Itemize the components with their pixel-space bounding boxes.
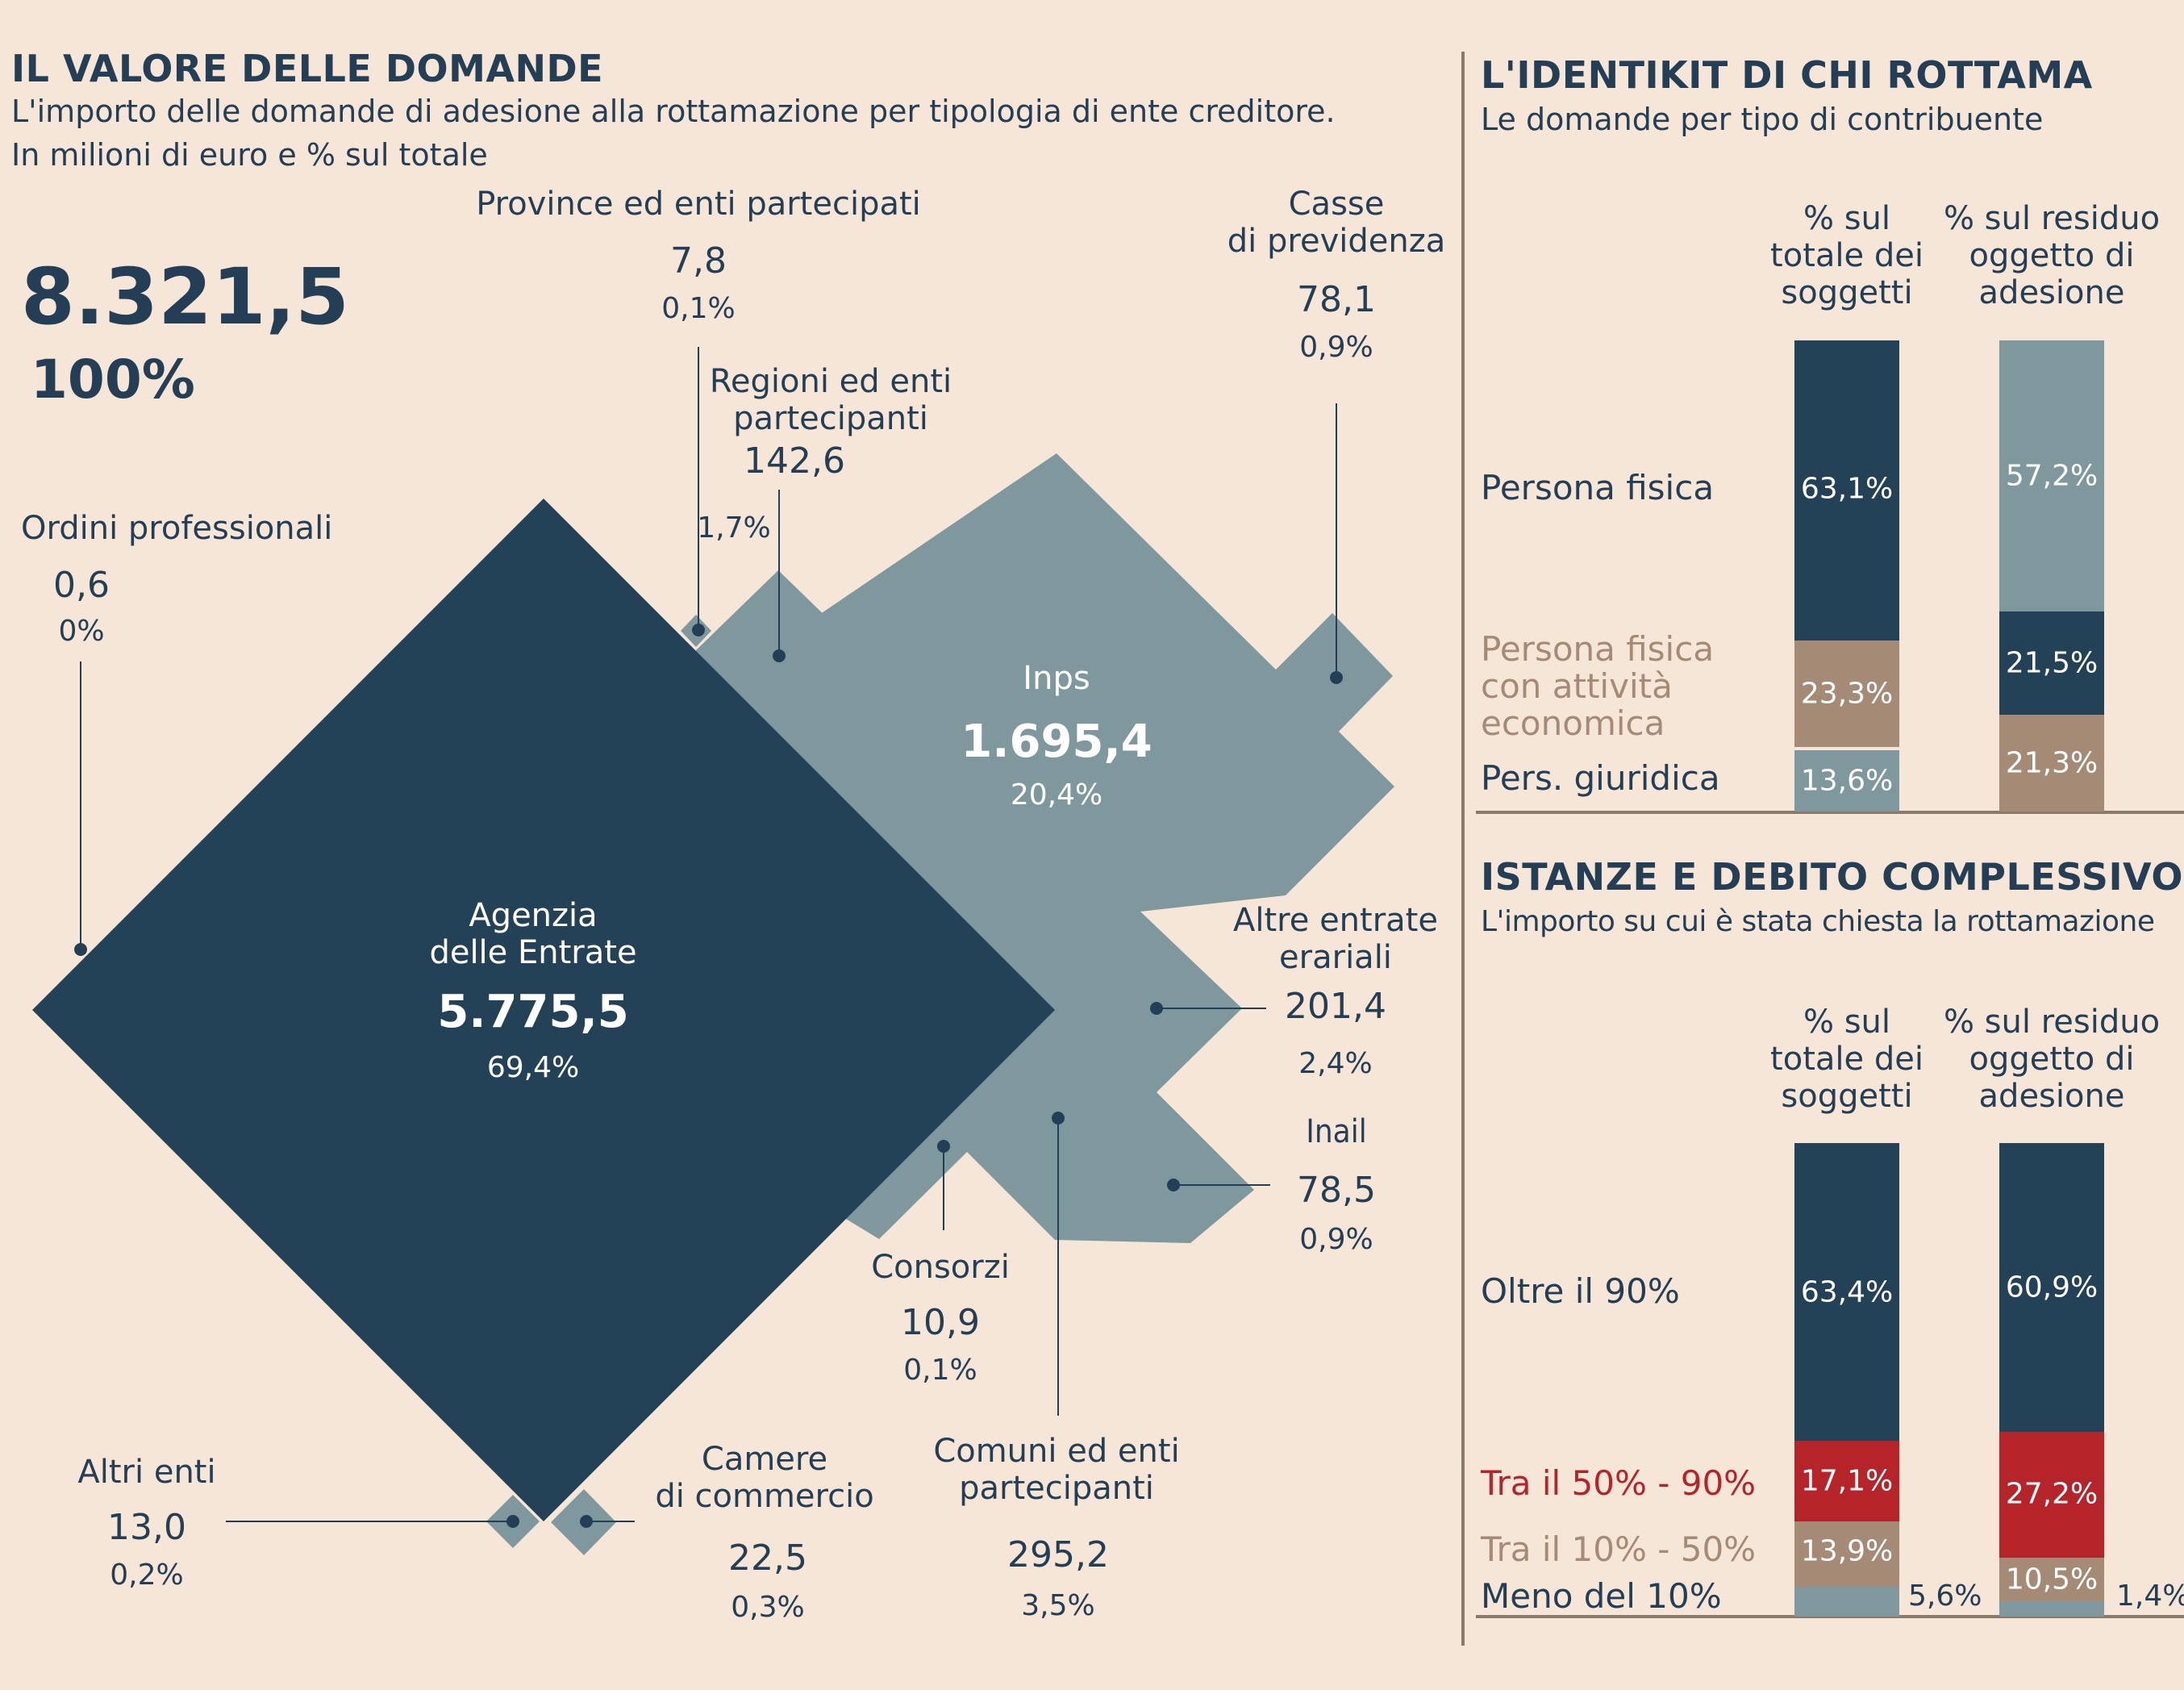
rt-bar1-seg-giuridica bbox=[1794, 750, 1899, 812]
camere-value: 22,5 bbox=[728, 1538, 807, 1579]
dot-altre-entrate bbox=[1150, 1002, 1163, 1015]
rb-bar1-label-4: 5,6% bbox=[1908, 1579, 1982, 1613]
dot-consorzi bbox=[937, 1140, 950, 1153]
dot-casse bbox=[1330, 671, 1343, 684]
left-subtitle-2: In milioni di euro e % sul totale bbox=[11, 137, 488, 173]
rb-bar1-label-2: 17,1% bbox=[1800, 1464, 1894, 1498]
rb-bar1-seg-10-50 bbox=[1794, 1521, 1899, 1587]
dot-regioni bbox=[773, 649, 786, 662]
altri-enti-value: 13,0 bbox=[107, 1507, 186, 1548]
right-bottom-subtitle: L'importo su cui è stata chiesta la rott… bbox=[1481, 905, 2155, 938]
right-top-title: L'IDENTIKIT DI CHI ROTTAMA bbox=[1481, 53, 2093, 97]
rb-bar2-seg-10-50 bbox=[1999, 1558, 2104, 1601]
rb-bar2-label-4: 1,4% bbox=[2116, 1579, 2184, 1613]
rt-bar2-seg-giuridica bbox=[1999, 611, 2104, 715]
rt-row-pers-giuridica: Pers. giuridica bbox=[1481, 758, 1720, 798]
consorzi-label: Consorzi bbox=[871, 1249, 1010, 1286]
rt-bar2-label-1: 57,2% bbox=[2005, 459, 2099, 493]
inail-label: Inail bbox=[1306, 1113, 1367, 1150]
province-label: Province ed enti partecipati bbox=[476, 186, 921, 223]
dot-comuni bbox=[1052, 1112, 1065, 1125]
rt-col1-header: % sul totale dei soggetti bbox=[1770, 200, 1924, 311]
dot-inail bbox=[1167, 1179, 1180, 1191]
agenzia-value: 5.775,5 bbox=[437, 986, 629, 1038]
rb-row-50-90: Tra il 50% - 90% bbox=[1481, 1463, 1757, 1503]
inps-value: 1.695,4 bbox=[961, 716, 1152, 768]
treemap-svg bbox=[32, 347, 1394, 1555]
altre-entrate-pct: 2,4% bbox=[1298, 1047, 1373, 1080]
horizontal-divider-top bbox=[1476, 811, 2184, 814]
rb-row-10-50: Tra il 10% - 50% bbox=[1481, 1529, 1757, 1569]
rb-row-oltre-90: Oltre il 90% bbox=[1481, 1271, 1680, 1311]
camere-pct: 0,3% bbox=[731, 1591, 805, 1624]
total-pct: 100% bbox=[31, 348, 195, 411]
rt-bar2-label-2: 21,3% bbox=[2005, 746, 2099, 780]
total-value: 8.321,5 bbox=[21, 252, 349, 342]
consorzi-pct: 0,1% bbox=[903, 1354, 977, 1387]
rb-row-meno-10: Meno del 10% bbox=[1481, 1576, 1722, 1616]
right-bottom-title: ISTANZE E DEBITO COMPLESSIVO bbox=[1481, 855, 2183, 899]
inps-label: Inps bbox=[1023, 660, 1090, 697]
rt-row-persona-fisica: Persona fisica bbox=[1481, 468, 1715, 507]
altri-enti-pct: 0,2% bbox=[110, 1559, 184, 1592]
casse-pct: 0,9% bbox=[1299, 331, 1373, 364]
regioni-pct: 1,7% bbox=[697, 511, 771, 545]
rb-bar1-seg-meno10 bbox=[1794, 1587, 1899, 1617]
altri-enti-label: Altri enti bbox=[77, 1454, 216, 1491]
rb-bar2-label-3: 10,5% bbox=[2005, 1563, 2099, 1596]
comuni-pct: 3,5% bbox=[1021, 1589, 1095, 1622]
regioni-label: Regioni ed enti partecipanti bbox=[709, 363, 952, 437]
rt-row-persona-fisica-attivita: Persona fisica con attività economica bbox=[1481, 629, 1715, 743]
rt-bar1-label-1: 63,1% bbox=[1800, 472, 1894, 506]
dot-altri-enti bbox=[506, 1515, 519, 1528]
province-value: 7,8 bbox=[670, 240, 727, 282]
rb-bar1-seg-50-90 bbox=[1794, 1441, 1899, 1521]
altre-entrate-value: 201,4 bbox=[1285, 986, 1386, 1027]
agenzia-entrate-diamond bbox=[32, 499, 1055, 1521]
comuni-value: 295,2 bbox=[1007, 1534, 1109, 1575]
rt-bar2-label-3: 21,5% bbox=[2005, 646, 2099, 680]
rb-bar2-label-1: 60,9% bbox=[2005, 1271, 2099, 1304]
horizontal-divider-bottom bbox=[1476, 1615, 2184, 1618]
agenzia-pct: 69,4% bbox=[486, 1051, 580, 1084]
casse-value: 78,1 bbox=[1297, 279, 1376, 320]
province-pct: 0,1% bbox=[661, 292, 736, 325]
rt-bar1-seg-persona-fisica bbox=[1794, 340, 1899, 641]
rb-bar1-seg-oltre90 bbox=[1794, 1143, 1899, 1441]
rb-bar1-label-1: 63,4% bbox=[1800, 1275, 1894, 1309]
rt-bar1-label-2: 23,3% bbox=[1800, 677, 1894, 711]
rb-bar2-seg-meno10 bbox=[1999, 1601, 2104, 1617]
rb-bar2-seg-oltre90 bbox=[1999, 1143, 2104, 1432]
altre-entrate-label: Altre entrate erariali bbox=[1233, 902, 1438, 976]
rb-col2-header: % sul residuo oggetto di adesione bbox=[1943, 1004, 2161, 1115]
comuni-label: Comuni ed enti partecipanti bbox=[933, 1433, 1180, 1507]
casse-label: Casse di previdenza bbox=[1227, 186, 1446, 260]
regioni-value: 142,6 bbox=[744, 440, 845, 482]
ordini-label: Ordini professionali bbox=[21, 510, 333, 547]
right-top-subtitle: Le domande per tipo di contribuente bbox=[1481, 102, 2044, 137]
rb-col1-header: % sul totale dei soggetti bbox=[1770, 1004, 1924, 1115]
ordini-value: 0,6 bbox=[53, 565, 110, 606]
left-subtitle-1: L'importo delle domande di adesione alla… bbox=[11, 94, 1336, 129]
inps-pct: 20,4% bbox=[1010, 778, 1103, 812]
vertical-divider bbox=[1461, 52, 1465, 1646]
consorzi-value: 10,9 bbox=[901, 1302, 980, 1343]
camere-label: Camere di commercio bbox=[655, 1441, 874, 1515]
inail-value: 78,5 bbox=[1297, 1170, 1376, 1211]
ordini-pct: 0% bbox=[58, 615, 105, 648]
rb-bar1-label-3: 13,9% bbox=[1800, 1534, 1894, 1568]
dot-ordini bbox=[74, 943, 87, 956]
rt-bar2-seg-attivita bbox=[1999, 715, 2104, 812]
inail-pct: 0,9% bbox=[1299, 1223, 1373, 1256]
dot-province bbox=[692, 624, 705, 636]
rt-bar1-seg-attivita bbox=[1794, 641, 1899, 747]
left-title: IL VALORE DELLE DOMANDE bbox=[11, 47, 604, 90]
agenzia-label: Agenzia delle Entrate bbox=[429, 897, 637, 971]
rb-bar2-label-2: 27,2% bbox=[2005, 1477, 2099, 1511]
dot-camere bbox=[580, 1515, 593, 1528]
rt-col2-header: % sul residuo oggetto di adesione bbox=[1943, 200, 2161, 311]
rb-bar2-seg-50-90 bbox=[1999, 1432, 2104, 1558]
rt-bar1-label-3: 13,6% bbox=[1800, 764, 1894, 798]
rt-bar2-seg-persona-fisica bbox=[1999, 340, 2104, 611]
